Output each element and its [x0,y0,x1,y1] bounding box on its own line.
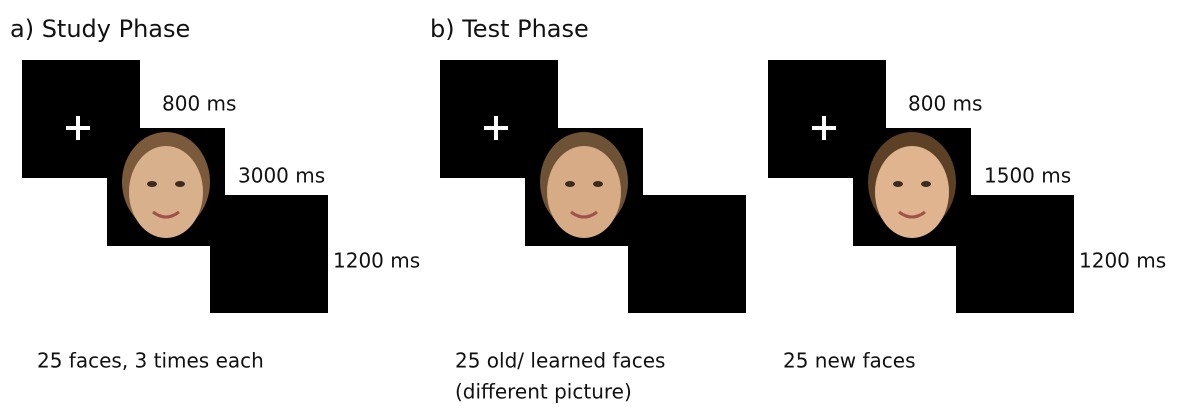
duration-label: 1200 ms [1079,249,1166,273]
mouth [898,210,926,219]
caption: (different picture) [455,380,632,404]
duration-label: 1500 ms [984,164,1071,188]
caption: 25 new faces [783,349,916,373]
trial-sequence [22,60,328,313]
eye [593,181,603,187]
duration-label: 800 ms [162,92,236,116]
caption: 25 faces, 3 times each [37,349,264,373]
eye [147,181,157,187]
face [129,146,203,238]
eye [893,181,903,187]
panel-title: a) Study Phase [10,15,190,43]
duration-label: 3000 ms [238,164,325,188]
panel-title: b) Test Phase [430,15,589,43]
face [875,146,949,238]
screen [210,195,328,313]
screen [628,195,746,313]
trial-sequence [440,60,746,313]
trial-sequence [768,60,1074,313]
mouth [570,210,598,219]
screen [956,195,1074,313]
eye [175,181,185,187]
eye [921,181,931,187]
duration-label: 800 ms [908,92,982,116]
eye [565,181,575,187]
mouth [152,210,180,219]
caption: 25 old/ learned faces [455,349,665,373]
face [547,146,621,238]
duration-label: 1200 ms [333,249,420,273]
